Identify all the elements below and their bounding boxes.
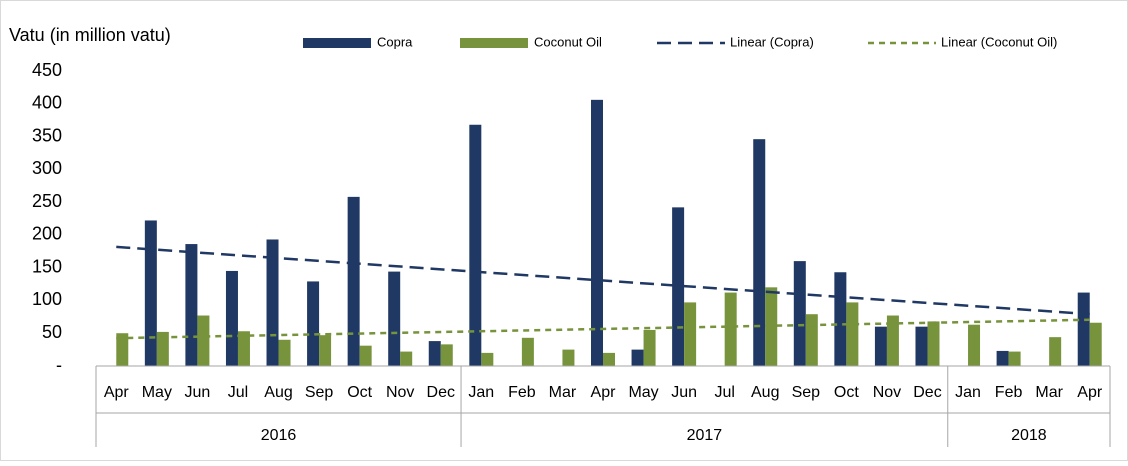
bar: [197, 315, 210, 366]
bar: [359, 345, 372, 366]
group-label: 2018: [1011, 427, 1047, 444]
bar: [793, 261, 806, 366]
bar: [1089, 322, 1102, 366]
y-tick-label: 350: [32, 125, 62, 145]
bar: [185, 244, 198, 366]
x-tick-label: Feb: [508, 384, 536, 401]
bar: [237, 331, 250, 366]
legend-swatch: [303, 38, 371, 48]
x-tick-label: Apr: [591, 384, 617, 401]
group-label: 2017: [687, 427, 723, 444]
x-tick-label: Apr: [104, 384, 130, 401]
bar: [927, 321, 940, 366]
legend-label: Copra: [377, 34, 413, 49]
bar: [643, 329, 656, 366]
x-tick-label: Feb: [995, 384, 1023, 401]
bar: [834, 272, 847, 366]
bar: [765, 287, 778, 366]
bar: [562, 349, 575, 366]
x-tick-label: Mar: [1035, 384, 1063, 401]
bar: [1008, 351, 1021, 366]
y-axis-title: Vatu (in million vatu): [9, 25, 171, 45]
bar: [805, 314, 818, 366]
bar: [1077, 292, 1090, 366]
bar: [278, 339, 291, 366]
bar: [915, 326, 928, 366]
bar: [347, 196, 360, 366]
bar: [631, 349, 644, 366]
bar: [684, 302, 697, 366]
bar: [156, 331, 169, 366]
bar: [319, 335, 332, 366]
y-tick-label: 450: [32, 60, 62, 80]
x-tick-label: Mar: [549, 384, 577, 401]
bar: [724, 292, 737, 366]
y-tick-label: 250: [32, 191, 62, 211]
x-tick-label: Apr: [1077, 384, 1103, 401]
bar: [481, 352, 494, 366]
bar: [388, 271, 401, 366]
y-tick-label: 400: [32, 93, 62, 113]
bar: [521, 337, 534, 366]
bar: [469, 124, 482, 366]
x-tick-label: Aug: [264, 384, 292, 401]
y-tick-label: -: [56, 355, 62, 375]
y-tick-label: 150: [32, 256, 62, 276]
x-tick-label: Jan: [955, 384, 981, 401]
x-tick-label: Dec: [427, 384, 455, 401]
bar: [307, 281, 320, 366]
legend-label: Coconut Oil: [534, 34, 602, 49]
x-tick-label: Jan: [468, 384, 494, 401]
bar: [603, 352, 615, 366]
bar: [440, 344, 453, 366]
legend-label: Linear (Copra): [730, 34, 814, 49]
y-tick-label: 300: [32, 158, 62, 178]
x-tick-label: Nov: [873, 384, 901, 401]
x-tick-label: Sep: [305, 384, 334, 401]
x-tick-label: May: [142, 384, 172, 401]
bar: [886, 315, 899, 366]
x-tick-label: Nov: [386, 384, 414, 401]
x-tick-label: Jun: [185, 384, 211, 401]
bar: [996, 350, 1009, 366]
bar: [753, 139, 766, 366]
legend-swatch: [460, 38, 528, 48]
x-tick-label: Aug: [751, 384, 779, 401]
bar: [874, 326, 887, 366]
trend-line: [116, 318, 1090, 340]
bar: [1049, 337, 1062, 366]
x-tick-label: Jul: [228, 384, 248, 401]
bar: [400, 351, 413, 366]
group-label: 2016: [261, 427, 297, 444]
y-tick-label: 50: [42, 322, 62, 342]
bar: [116, 333, 129, 366]
bar: [591, 99, 603, 366]
bar: [428, 341, 441, 366]
x-tick-label: Oct: [347, 384, 372, 401]
legend-label: Linear (Coconut Oil): [941, 34, 1057, 49]
bar: [846, 302, 859, 366]
y-tick-label: 200: [32, 224, 62, 244]
y-tick-label: 100: [32, 289, 62, 309]
bar: [225, 270, 238, 366]
bar: [144, 220, 157, 366]
x-tick-label: Dec: [913, 384, 941, 401]
x-tick-label: May: [628, 384, 658, 401]
x-tick-label: Oct: [834, 384, 859, 401]
x-tick-label: Jun: [671, 384, 697, 401]
x-tick-label: Jul: [714, 384, 734, 401]
trend-line: [116, 245, 1090, 316]
x-tick-label: Sep: [792, 384, 821, 401]
bar: [968, 324, 981, 366]
